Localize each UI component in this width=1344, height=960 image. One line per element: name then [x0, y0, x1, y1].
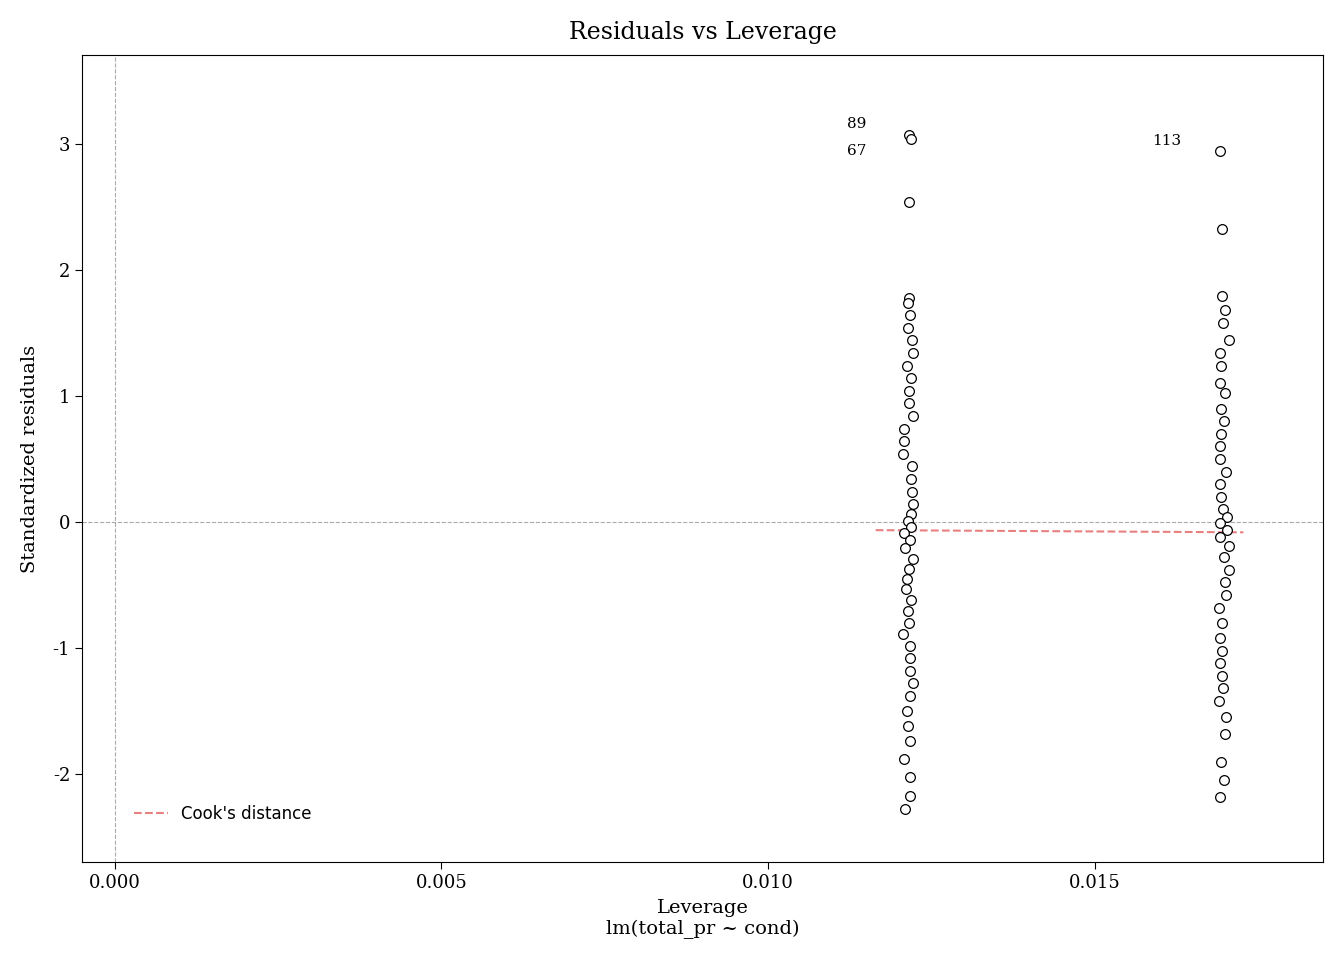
Y-axis label: Standardized residuals: Standardized residuals	[22, 345, 39, 573]
Text: 89: 89	[847, 117, 866, 132]
Title: Residuals vs Leverage: Residuals vs Leverage	[569, 21, 836, 44]
Legend: Cook's distance: Cook's distance	[128, 799, 319, 829]
X-axis label: Leverage
lm(total_pr ~ cond): Leverage lm(total_pr ~ cond)	[606, 900, 800, 939]
Text: 113: 113	[1152, 133, 1181, 148]
Text: 67: 67	[847, 144, 866, 157]
